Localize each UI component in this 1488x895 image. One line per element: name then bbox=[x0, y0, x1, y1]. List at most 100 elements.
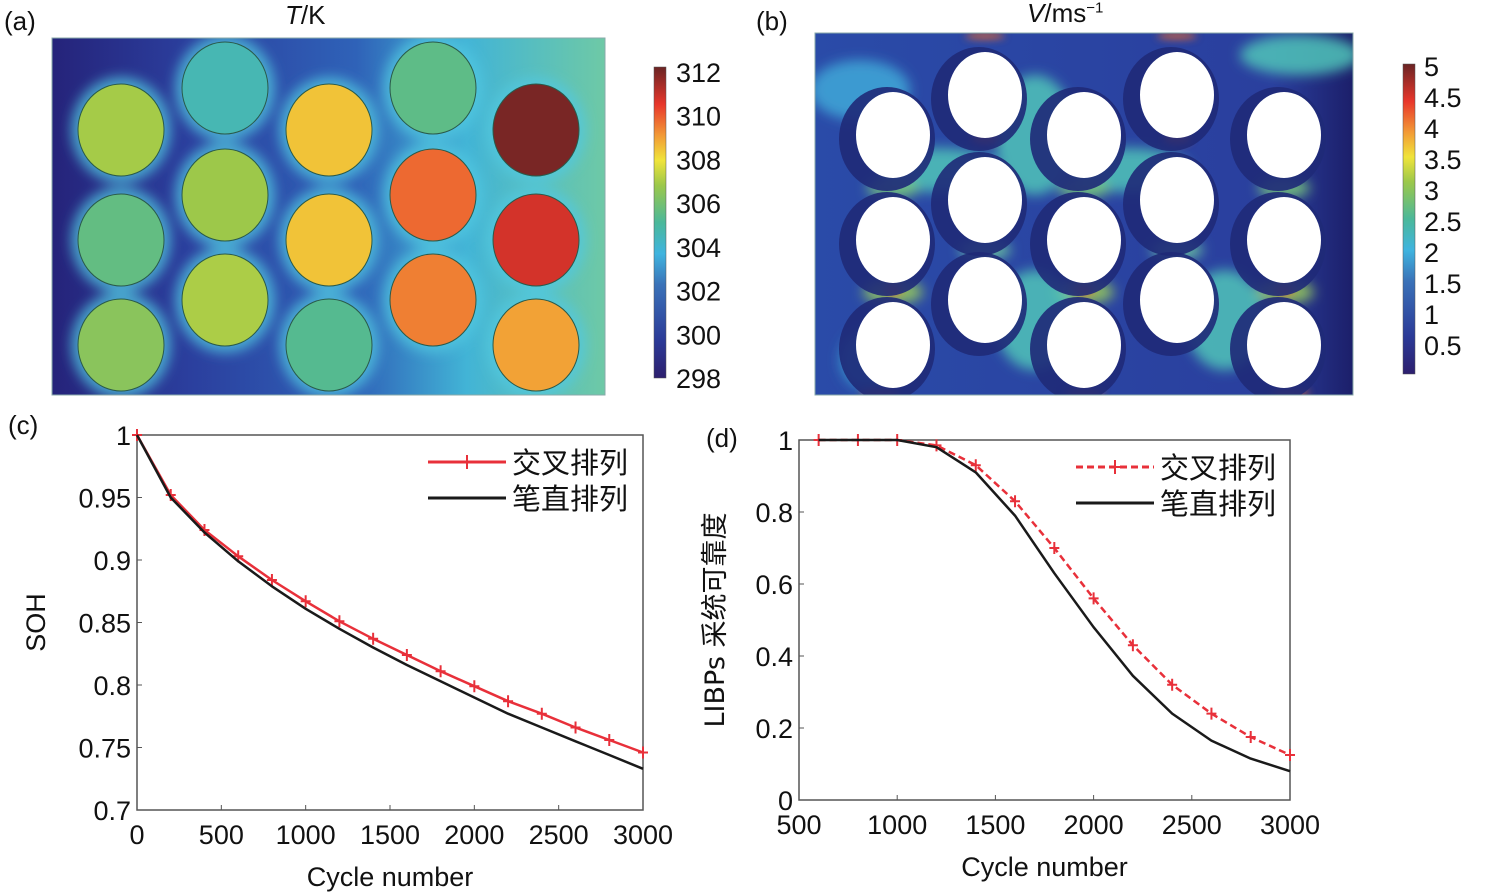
battery-cell-hole bbox=[856, 197, 930, 283]
colorbar-tick-label: 3 bbox=[1424, 176, 1439, 206]
battery-cell-hole bbox=[948, 52, 1022, 138]
velocity-heatmap bbox=[815, 33, 1353, 395]
colorbar-tick-label: 4.5 bbox=[1424, 83, 1462, 113]
x-axis-label: Cycle number bbox=[307, 862, 474, 892]
x-axis-label: Cycle number bbox=[961, 852, 1128, 882]
series-marker bbox=[1285, 749, 1295, 761]
battery-cell-hole bbox=[1140, 257, 1214, 343]
legend-marker bbox=[462, 455, 472, 469]
heatmap-b-frame bbox=[814, 32, 1354, 396]
battery-cell bbox=[492, 298, 580, 392]
colorbar-tick-label: 0.5 bbox=[1424, 331, 1462, 361]
battery-cell-hole bbox=[856, 302, 930, 388]
x-tick-label: 2500 bbox=[529, 820, 589, 850]
y-tick-label: 0.6 bbox=[755, 570, 793, 600]
colorbar-velocity bbox=[1402, 63, 1416, 375]
battery-cell bbox=[181, 41, 269, 135]
soh-chart: 0 500 1000 1500 2000 2500 3000 1 0.95 0.9 0.85 0.8 0… bbox=[21, 421, 673, 892]
series-marker bbox=[435, 665, 446, 678]
y-tick-label: 0.2 bbox=[755, 714, 793, 744]
series-marker bbox=[1167, 678, 1178, 691]
colorbar-tick-label: 306 bbox=[676, 189, 721, 219]
series-line-0 bbox=[135, 434, 644, 754]
series-marker bbox=[334, 615, 345, 628]
series-marker bbox=[1088, 592, 1099, 605]
series-marker bbox=[368, 632, 379, 645]
colorbar-tick-label: 308 bbox=[676, 145, 721, 175]
x-tick-label: 3000 bbox=[1260, 810, 1320, 840]
colorbar-tick-label: 304 bbox=[676, 233, 721, 263]
battery-cell bbox=[492, 193, 580, 287]
colorbar-tick-label: 5 bbox=[1424, 52, 1439, 82]
title-sup: −1 bbox=[1086, 0, 1104, 17]
battery-cell bbox=[181, 148, 269, 242]
y-tick-label: 0.8 bbox=[755, 498, 793, 528]
battery-cell-hole bbox=[1140, 157, 1214, 243]
panel-label-b: (b) bbox=[756, 6, 788, 36]
series-marker bbox=[970, 459, 981, 472]
y-tick-label: 0 bbox=[778, 786, 793, 816]
battery-cell bbox=[389, 253, 477, 347]
temperature-heatmap bbox=[52, 38, 605, 395]
battery-cell bbox=[77, 83, 165, 177]
colorbar-tick-label: 1.5 bbox=[1424, 269, 1462, 299]
y-tick-label: 0.85 bbox=[78, 609, 131, 639]
series-marker bbox=[266, 574, 277, 586]
x-tick-label: 1500 bbox=[360, 820, 420, 850]
colorbar-tick-label: 3.5 bbox=[1424, 145, 1462, 175]
battery-cell bbox=[77, 298, 165, 392]
x-tick-label: 3000 bbox=[613, 820, 673, 850]
colorbar-tick-label: 4 bbox=[1424, 114, 1439, 144]
title-var-v: V bbox=[1027, 0, 1045, 28]
battery-cell-hole bbox=[1247, 302, 1321, 388]
colorbar-tick-label: 1 bbox=[1424, 300, 1439, 330]
velocity-hotspot bbox=[1157, 33, 1197, 39]
series-marker bbox=[401, 649, 412, 661]
y-tick-label: 1 bbox=[116, 421, 131, 451]
y-tick-label: 0.8 bbox=[93, 671, 131, 701]
battery-cell bbox=[285, 83, 373, 177]
x-tick-label: 0 bbox=[129, 820, 144, 850]
title-unit-ms: /ms bbox=[1044, 0, 1087, 28]
series-marker bbox=[300, 595, 311, 608]
y-tick-label: 0.9 bbox=[93, 546, 131, 576]
heatmap-a-frame bbox=[51, 37, 606, 396]
y-tick-label: 0.75 bbox=[78, 734, 131, 764]
x-tick-label: 2500 bbox=[1162, 810, 1222, 840]
panel-label-d: (d) bbox=[706, 423, 738, 453]
colorbar-tick-label: 298 bbox=[676, 364, 721, 394]
battery-cell-hole bbox=[1047, 197, 1121, 283]
series-marker bbox=[1010, 495, 1021, 508]
legend-label: 笔直排列 bbox=[1160, 487, 1276, 521]
legend-label: 笔直排列 bbox=[512, 482, 628, 516]
series-marker bbox=[503, 695, 514, 708]
y-axis-label: SOH bbox=[21, 593, 51, 652]
series-marker bbox=[1127, 639, 1138, 652]
x-tick-label: 1500 bbox=[965, 810, 1025, 840]
title-var-t: T bbox=[285, 0, 301, 30]
legend-label: 交叉排列 bbox=[512, 446, 628, 480]
series-marker bbox=[570, 721, 581, 734]
y-tick-label: 1 bbox=[778, 426, 793, 456]
x-tick-label: 2000 bbox=[444, 820, 504, 850]
flow-band bbox=[1240, 35, 1353, 75]
battery-cell bbox=[181, 253, 269, 347]
battery-cell bbox=[389, 41, 477, 135]
velocity-hotspot bbox=[965, 33, 1005, 39]
reliability-chart: 500 1000 1500 2000 2500 3000 1 0.8 0.6 0.4 0.2 0 Cyc… bbox=[700, 426, 1320, 882]
series-marker bbox=[1206, 707, 1217, 720]
battery-cell bbox=[389, 148, 477, 242]
battery-cell-hole bbox=[1047, 92, 1121, 178]
x-tick-label: 1000 bbox=[276, 820, 336, 850]
battery-cell bbox=[77, 193, 165, 287]
legend-label: 交叉排列 bbox=[1160, 451, 1276, 485]
battery-cell-hole bbox=[1140, 52, 1214, 138]
battery-cell-hole bbox=[856, 92, 930, 178]
y-tick-label: 0.95 bbox=[78, 484, 131, 514]
heatmap-a-title: T/K bbox=[285, 0, 325, 31]
series-line-1 bbox=[818, 438, 1291, 773]
battery-cell-hole bbox=[948, 157, 1022, 243]
y-tick-label: 0.7 bbox=[93, 796, 131, 826]
colorbar-tick-label: 302 bbox=[676, 277, 721, 307]
series-line-1 bbox=[135, 434, 644, 770]
